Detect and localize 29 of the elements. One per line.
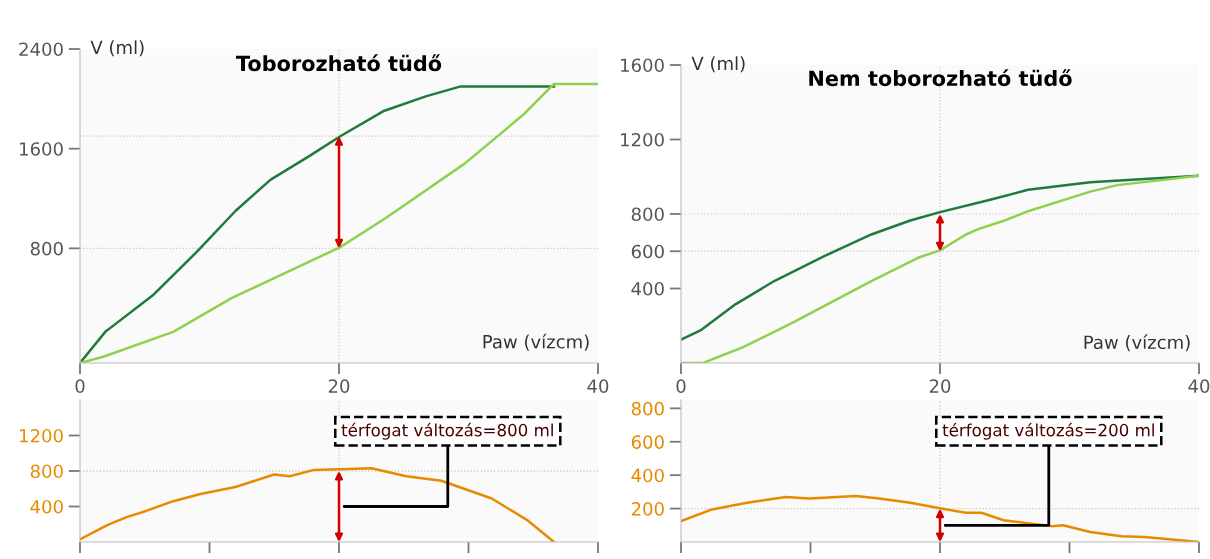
x-tick-label: 40 [1188, 379, 1210, 393]
y-tick-label: 600 [631, 244, 664, 259]
y-tick-label: 1600 [20, 142, 63, 156]
y-tick-label: 1600 [621, 58, 664, 73]
y-tick-label: 800 [30, 464, 63, 479]
y-tick-label: 400 [631, 281, 664, 296]
y-tick-label: 600 [631, 435, 664, 449]
y-tick-label: 400 [30, 499, 63, 514]
y-tick-label: 2400 [19, 42, 63, 57]
y-tick-label: 800 [631, 207, 664, 222]
y-tick-label: 800 [30, 241, 63, 256]
y-tick-label: 200 [631, 502, 664, 516]
x-tick-label: 20 [328, 379, 350, 393]
y-axis-title: V (ml) [90, 40, 144, 57]
x-tick-label: 0 [75, 379, 85, 393]
chart-title: Nem toborozható tüdő [809, 69, 1072, 87]
x-axis-title: Paw (vízcm) [1084, 334, 1190, 352]
y-tick-label: 800 [631, 401, 664, 416]
x-tick-label: 20 [929, 379, 951, 393]
x-tick-label: 40 [587, 379, 609, 393]
chart-title: Toborozható tüdő [236, 54, 442, 72]
annotation: térfogat változás=800 ml [341, 422, 553, 440]
x-axis-title: Paw (vízcm) [483, 333, 589, 351]
y-tick-label: 1200 [20, 428, 63, 443]
y-tick-label: 400 [631, 468, 664, 483]
annotation: térfogat változás=200 ml [942, 422, 1154, 440]
y-axis-title: V (ml) [691, 56, 745, 73]
y-tick-label: 1200 [621, 132, 664, 147]
x-tick-label: 0 [676, 379, 686, 393]
